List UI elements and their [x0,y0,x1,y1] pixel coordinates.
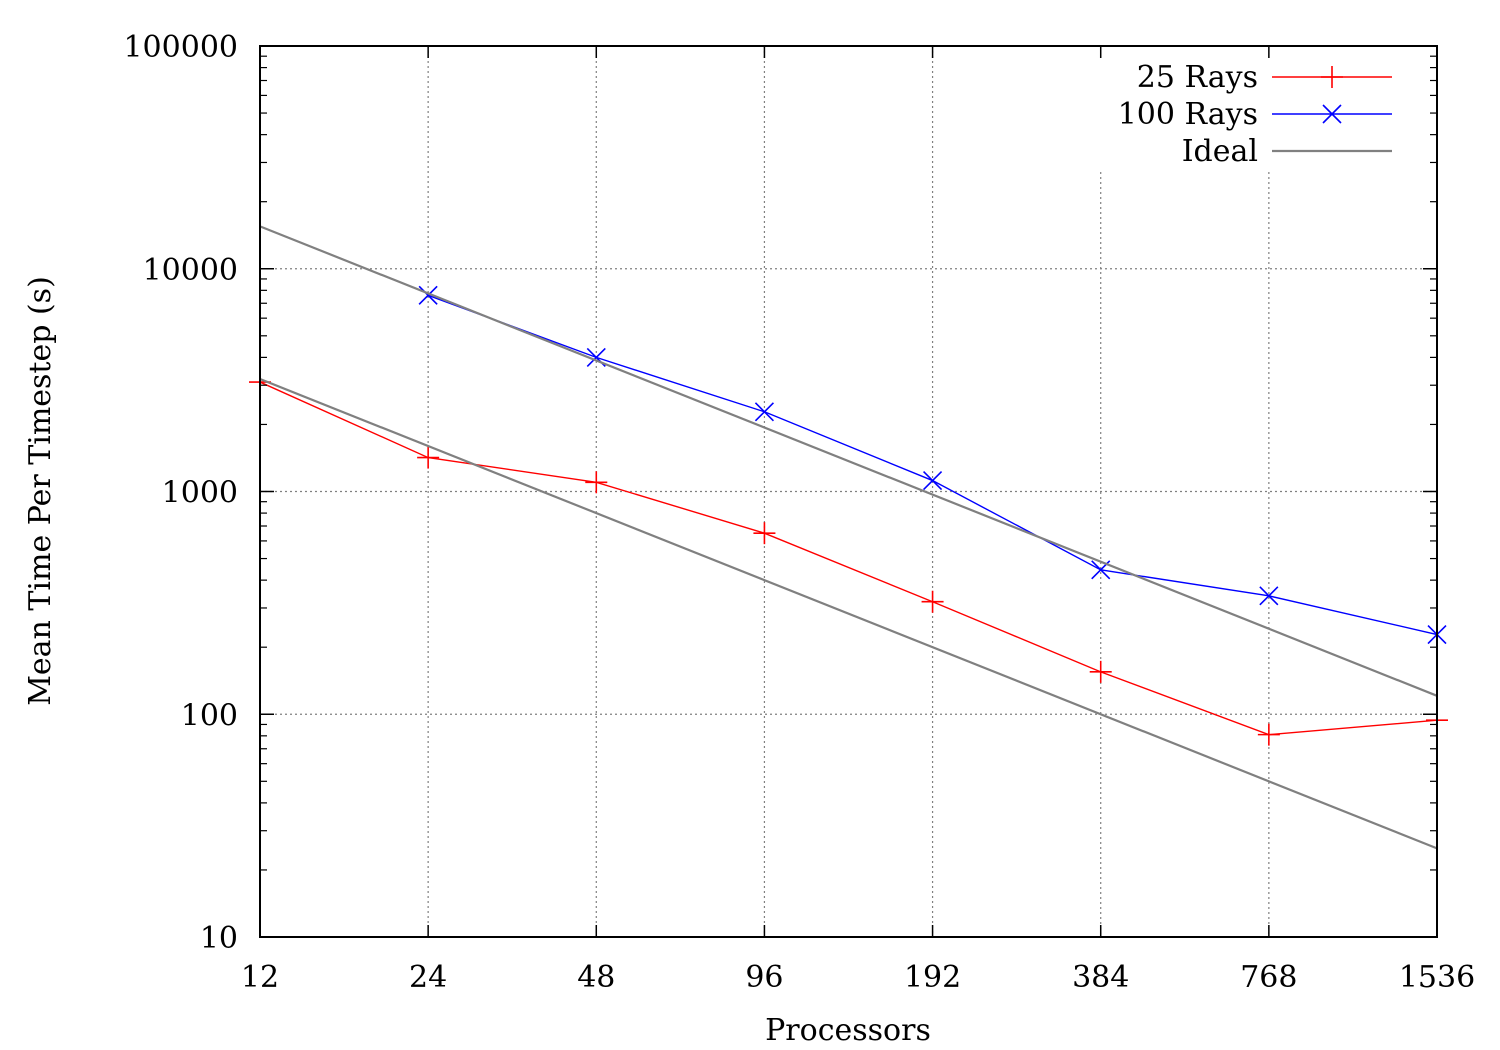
x-tick-label: 768 [1240,960,1297,995]
x-tick-label: 384 [1072,960,1129,995]
data-point-25-rays [921,590,944,613]
y-tick-label: 10000 [143,253,238,288]
data-point-25-rays [1089,660,1112,683]
data-point-25-rays [585,471,608,494]
axis-ticks [259,45,1438,938]
data-point-25-rays [1257,723,1280,746]
y-tick-label: 100 [181,698,238,733]
y-tick-label: 100000 [123,30,238,65]
series-line-ideal-2 [259,225,1438,697]
y-axis-title: Mean Time Per Timestep (s) [23,276,58,706]
tick-labels: 12 24 48 96 192 384 768 1536 10 100 1000 10000 10000… [123,30,1475,995]
data-point-100-rays [1259,586,1279,606]
data-point-25-rays [417,446,440,469]
x-tick-label: 12 [241,960,279,995]
x-tick-label: 192 [904,960,961,995]
data-point-100-rays [754,402,774,422]
x-tick-label: 1536 [1399,960,1475,995]
x-axis-title: Processors [765,1013,931,1048]
data-point-100-rays [418,285,438,305]
series-layer [249,225,1448,850]
x-tick-label: 24 [409,960,447,995]
data-point-25-rays [753,522,776,545]
y-tick-label: 1000 [162,476,238,511]
legend-label: 25 Rays [1137,60,1258,95]
y-tick-label: 10 [200,921,238,956]
x-tick-label: 48 [577,960,615,995]
legend-label: 100 Rays [1118,97,1258,132]
legend-label: Ideal [1182,134,1258,169]
grid-lines [260,46,1437,937]
series-line-ideal-reference-3 [259,377,1438,850]
series-line-25-rays-0 [259,381,1438,736]
legend-marker [1321,66,1343,88]
legend-marker [1322,104,1342,124]
data-point-100-rays [923,470,943,491]
x-tick-label: 96 [745,960,783,995]
